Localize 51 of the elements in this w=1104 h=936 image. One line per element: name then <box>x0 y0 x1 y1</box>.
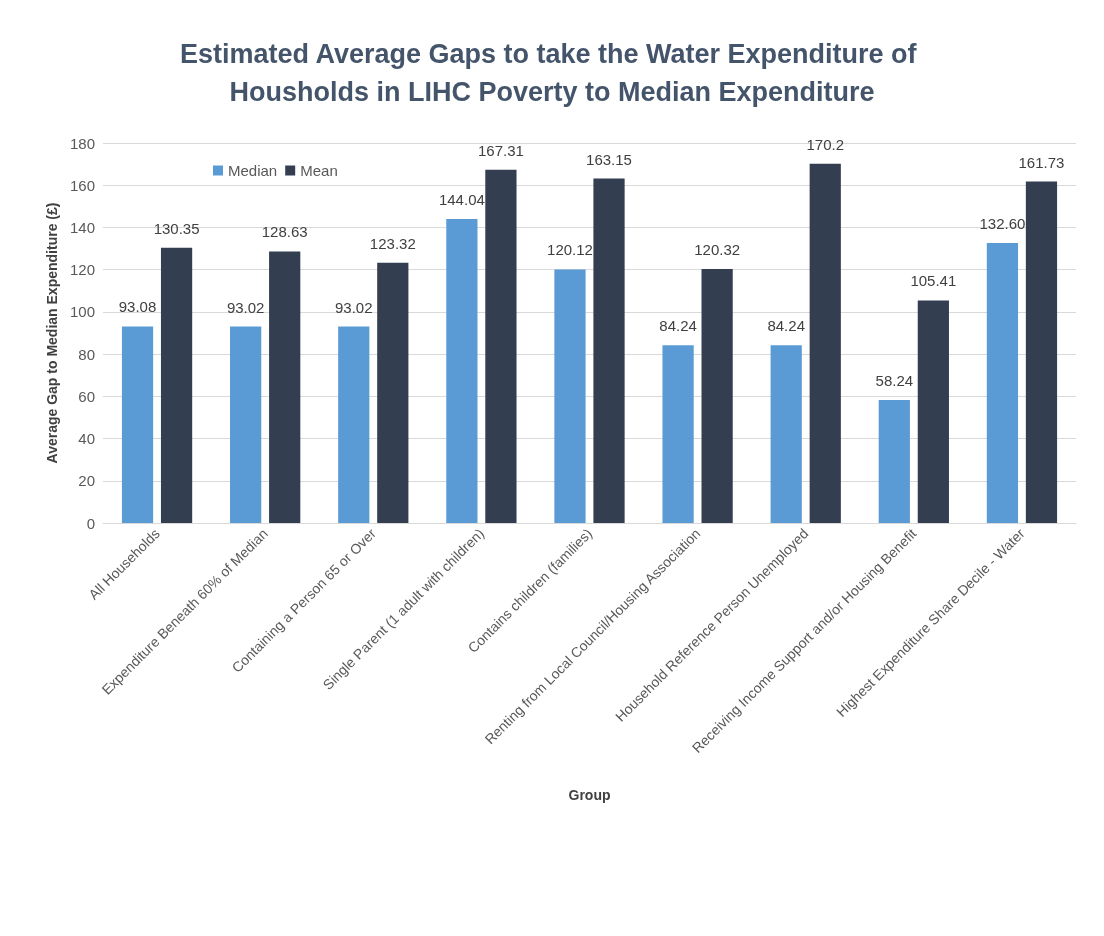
data-label: 167.31 <box>477 141 524 159</box>
y-tick-label: 100 <box>69 303 95 321</box>
bar <box>593 178 625 523</box>
legend-label: Mean <box>300 162 338 179</box>
data-label: 58.24 <box>875 372 914 390</box>
data-label: 123.32 <box>369 234 416 252</box>
chart-title: Estimated Average Gaps to take the Water Expenditure of Housholds in LIHC Poverty to Median Expenditure <box>179 39 925 107</box>
y-tick-label: 180 <box>69 134 95 152</box>
data-label: 144.04 <box>438 190 485 208</box>
y-tick-label: 60 <box>78 387 95 405</box>
bar <box>1025 181 1058 523</box>
bar <box>160 247 193 523</box>
data-label: 132.60 <box>979 215 1026 233</box>
data-label: 93.02 <box>226 298 265 316</box>
data-label: 84.24 <box>767 317 805 335</box>
bar <box>662 345 694 523</box>
bar <box>121 326 154 523</box>
bar <box>338 326 370 523</box>
bar <box>269 251 301 523</box>
bar <box>770 345 802 523</box>
y-axis-title: Average Gap to Median Expenditure (£) <box>44 202 61 464</box>
y-tick-label: 80 <box>78 345 95 363</box>
x-axis-title: Group <box>568 787 611 803</box>
data-label: 120.32 <box>694 240 741 258</box>
data-label: 128.63 <box>261 223 308 241</box>
bar <box>446 218 478 523</box>
y-tick-label: 120 <box>69 261 95 279</box>
y-tick-label: 40 <box>78 430 95 448</box>
bar <box>878 400 910 523</box>
data-label: 130.35 <box>153 219 200 237</box>
data-label: 93.02 <box>334 298 373 316</box>
y-tick-label: 0 <box>86 514 95 532</box>
data-label: 163.15 <box>586 150 632 168</box>
bar <box>485 169 517 523</box>
bar <box>917 300 949 523</box>
data-label: 93.08 <box>118 298 157 316</box>
bar <box>701 268 733 523</box>
data-label: 84.24 <box>659 317 697 335</box>
bar <box>377 262 409 523</box>
legend-label: Median <box>228 162 278 179</box>
data-label: 120.12 <box>547 241 593 259</box>
data-label: 105.41 <box>910 272 957 290</box>
y-tick-label: 160 <box>69 176 95 194</box>
y-tick-label: 20 <box>78 472 95 490</box>
bar <box>230 326 262 523</box>
data-label: 161.73 <box>1018 153 1065 171</box>
bar <box>809 163 841 523</box>
bar <box>986 243 1019 523</box>
data-label: 170.2 <box>806 135 845 153</box>
bar <box>554 269 586 523</box>
y-tick-label: 140 <box>69 218 95 236</box>
